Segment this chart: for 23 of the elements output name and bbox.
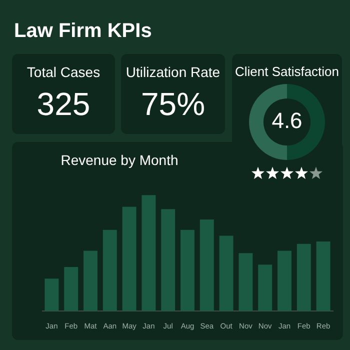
chart-title: Revenue by Month (60, 152, 180, 168)
bar (180, 230, 194, 311)
bar (296, 244, 311, 311)
bar (238, 253, 253, 311)
bar (142, 195, 156, 311)
text: Total Cases (26, 64, 102, 80)
bar (44, 278, 59, 311)
bar (161, 209, 176, 311)
text: 75% (140, 86, 206, 123)
bar (102, 230, 117, 311)
bar (84, 250, 98, 311)
bar (316, 242, 330, 311)
bar (219, 236, 234, 311)
text: 325 (36, 86, 92, 123)
text: 4.6 (270, 108, 304, 134)
bar (258, 264, 272, 311)
bar (122, 206, 136, 311)
bar (278, 250, 292, 311)
text: Law Firm KPIs (14, 20, 152, 43)
chart-title: Client Satisfaction (234, 64, 340, 79)
bar (200, 219, 214, 311)
bar (64, 266, 78, 311)
text: Utilization Rate (124, 64, 222, 80)
